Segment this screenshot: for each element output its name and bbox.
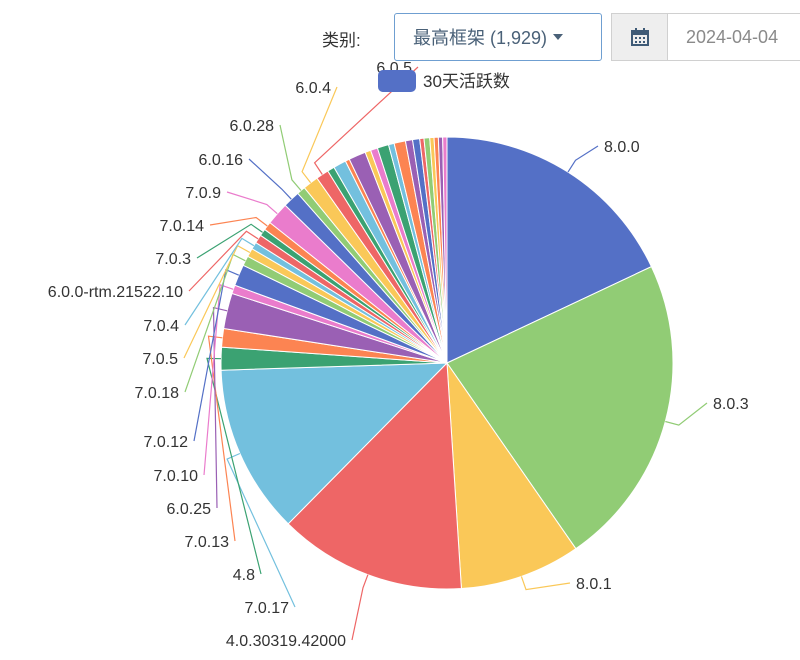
leader-line (226, 452, 296, 608)
slice-label: 7.0.14 (160, 218, 205, 235)
leader-line (567, 145, 599, 173)
leader-line (520, 576, 571, 591)
slice-label: 7.0.12 (144, 434, 189, 451)
slice-label: 6.0.25 (167, 501, 212, 518)
slice-label: 8.0.1 (576, 576, 612, 593)
slice-label: 7.0.4 (143, 318, 179, 335)
slice-label: 7.0.17 (245, 600, 290, 617)
pie-slice[interactable] (446, 136, 653, 364)
pie-slice[interactable] (442, 136, 448, 364)
leader-line (209, 216, 268, 227)
slice-label: 7.0.18 (135, 385, 180, 402)
pie-slice[interactable] (220, 362, 449, 525)
leader-line (207, 335, 236, 542)
pie-slice[interactable] (446, 265, 674, 550)
leader-line (248, 158, 292, 200)
leader-line (665, 402, 708, 426)
slice-label: 6.0.4 (295, 80, 331, 97)
leader-line (301, 86, 338, 184)
leader-line (212, 306, 228, 509)
slice-label: 8.0.0 (604, 139, 640, 156)
leader-line (203, 283, 234, 476)
slice-label: 6.0.16 (199, 152, 244, 169)
slice-label: 7.0.9 (185, 185, 221, 202)
leader-line (351, 574, 369, 641)
leader-line (188, 230, 259, 292)
category-select-value: 最高框架 (1,929) (413, 28, 548, 48)
slice-label: 7.0.3 (155, 251, 191, 268)
slice-label: 6.0.28 (230, 118, 275, 135)
chart-legend[interactable]: 30天活跃数 (378, 70, 510, 92)
category-select[interactable]: 最高框架 (1,929) (394, 13, 602, 61)
leader-line (226, 191, 278, 215)
calendar-icon (630, 28, 649, 46)
category-label: 类别: (322, 31, 361, 50)
slice-label: 4.8 (233, 567, 255, 584)
legend-label[interactable]: 30天活跃数 (423, 72, 510, 91)
slice-label: 7.0.10 (154, 468, 199, 485)
slice-label: 7.0.13 (185, 534, 230, 551)
leader-line (313, 66, 419, 175)
slice-label: 4.0.30319.42000 (226, 633, 346, 650)
leader-line (206, 357, 262, 575)
slice-label: 8.0.3 (713, 396, 749, 413)
date-input[interactable]: 2024-04-04 (667, 13, 800, 61)
caret-down-icon (553, 34, 564, 40)
leader-line (279, 124, 302, 191)
calendar-button[interactable] (611, 13, 667, 61)
leader-line (196, 223, 263, 259)
slice-label: 7.0.5 (142, 351, 178, 368)
date-input-value: 2024-04-04 (686, 26, 779, 47)
legend-swatch[interactable] (378, 70, 416, 92)
slice-label: 6.0.0-rtm.21522.10 (48, 284, 183, 301)
leader-line (184, 237, 255, 326)
